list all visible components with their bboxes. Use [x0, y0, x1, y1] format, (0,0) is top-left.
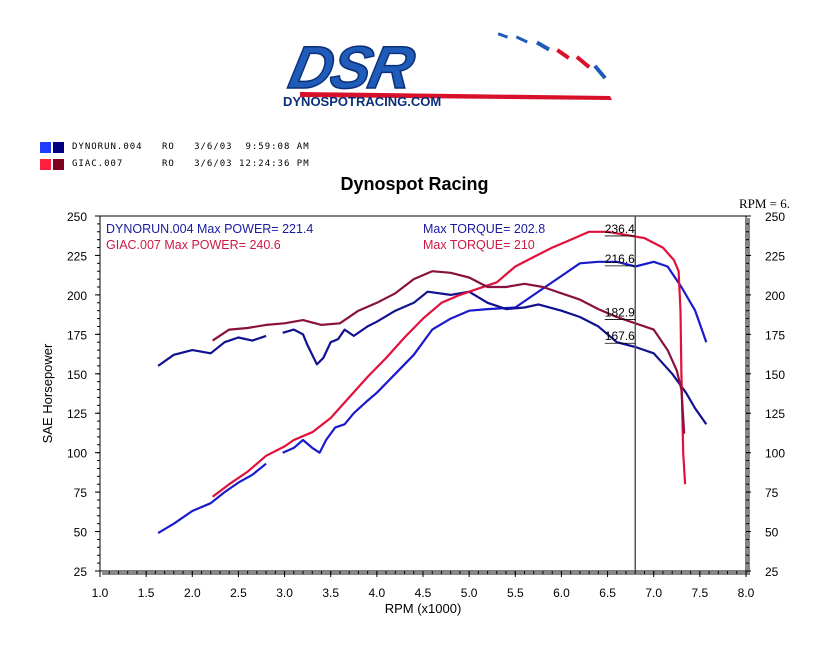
cursor-value-label: 216.6 — [605, 252, 635, 266]
y-tick-label-right: 100 — [765, 447, 785, 461]
max-info-text: GIAC.007 Max POWER= 240.6 — [106, 238, 281, 252]
x-tick-label: 5.5 — [507, 586, 524, 600]
y-tick-label-right: 25 — [765, 565, 779, 579]
x-tick-label: 2.5 — [230, 586, 247, 600]
plot-frame-shadow-bottom — [102, 571, 750, 575]
y-axis-label: SAE Horsepower — [40, 343, 55, 443]
x-tick-label: 3.0 — [276, 586, 293, 600]
cursor-value-label: 167.6 — [605, 329, 635, 343]
series-line-power — [282, 260, 708, 454]
legend-run-name: GIAC.007 — [72, 159, 124, 169]
series-line-torque — [157, 334, 267, 367]
x-tick-label: 4.5 — [415, 586, 432, 600]
max-info-text: Max TORQUE= 210 — [423, 238, 535, 252]
logo-tagline: DYNOSPOTRACING.COM — [283, 94, 441, 109]
y-tick-label-left: 25 — [74, 565, 88, 579]
y-tick-label-left: 75 — [74, 486, 88, 500]
y-tick-label-left: 250 — [67, 210, 87, 224]
series-line-power — [211, 230, 687, 498]
legend-run-info: RO 3/6/03 9:59:08 AM — [162, 142, 310, 152]
dsr-logo: DSR DYNOSPOTRACING.COM — [283, 32, 612, 109]
y-tick-label-left: 100 — [67, 447, 87, 461]
y-tick-label-right: 50 — [765, 526, 779, 540]
legend-swatch-maroon — [53, 158, 64, 170]
legend-run-info: RO 3/6/03 12:24:36 PM — [162, 159, 310, 169]
y-tick-label-left: 225 — [67, 249, 87, 263]
series-line-power — [157, 462, 267, 535]
rpm-cursor-readout: RPM = 6. — [739, 196, 790, 211]
x-tick-label: 5.0 — [461, 586, 478, 600]
x-tick-label: 7.0 — [645, 586, 662, 600]
y-tick-label-left: 175 — [67, 328, 87, 342]
y-tick-label-right: 225 — [765, 249, 785, 263]
x-tick-label: 7.5 — [692, 586, 709, 600]
legend-row-2: GIAC.007 RO 3/6/03 12:24:36 PM — [40, 157, 310, 171]
legend-swatch-red — [40, 158, 51, 170]
x-tick-label: 6.5 — [599, 586, 616, 600]
y-tick-label-right: 200 — [765, 289, 785, 303]
logo-swoosh-stripes — [300, 32, 612, 100]
legend-run-name: DYNORUN.004 — [72, 142, 143, 152]
x-tick-label: 2.0 — [184, 586, 201, 600]
y-tick-label-right: 175 — [765, 328, 785, 342]
max-info-text: Max TORQUE= 202.8 — [423, 222, 545, 236]
y-tick-label-left: 200 — [67, 289, 87, 303]
plot-frame — [99, 215, 747, 572]
plot-frame-shadow-right — [746, 218, 750, 575]
legend-swatch-blue — [40, 141, 51, 153]
y-tick-label-right: 250 — [765, 210, 785, 224]
x-tick-label: 4.0 — [369, 586, 386, 600]
x-tick-label: 3.5 — [322, 586, 339, 600]
y-tick-label-left: 125 — [67, 407, 87, 421]
x-tick-label: 6.0 — [553, 586, 570, 600]
y-tick-label-right: 75 — [765, 486, 779, 500]
chart-title: Dynospot Racing — [340, 174, 489, 194]
x-tick-label: 1.0 — [92, 586, 109, 600]
y-tick-label-right: 125 — [765, 407, 785, 421]
logo-letters: DSR — [284, 34, 421, 101]
legend-swatch-navy — [53, 141, 64, 153]
cursor-value-label: 182.9 — [605, 306, 635, 320]
x-axis-label: RPM (x1000) — [385, 601, 462, 616]
series-line-torque — [211, 270, 686, 434]
max-info-text: DYNORUN.004 Max POWER= 221.4 — [106, 222, 313, 236]
y-tick-label-right: 150 — [765, 368, 785, 382]
x-tick-label: 1.5 — [138, 586, 155, 600]
x-tick-label: 8.0 — [738, 586, 755, 600]
legend-row-1: DYNORUN.004 RO 3/6/03 9:59:08 AM — [40, 140, 310, 154]
y-tick-label-left: 50 — [74, 526, 88, 540]
cursor-value-label: 236.4 — [605, 222, 635, 236]
y-tick-label-left: 150 — [67, 368, 87, 382]
